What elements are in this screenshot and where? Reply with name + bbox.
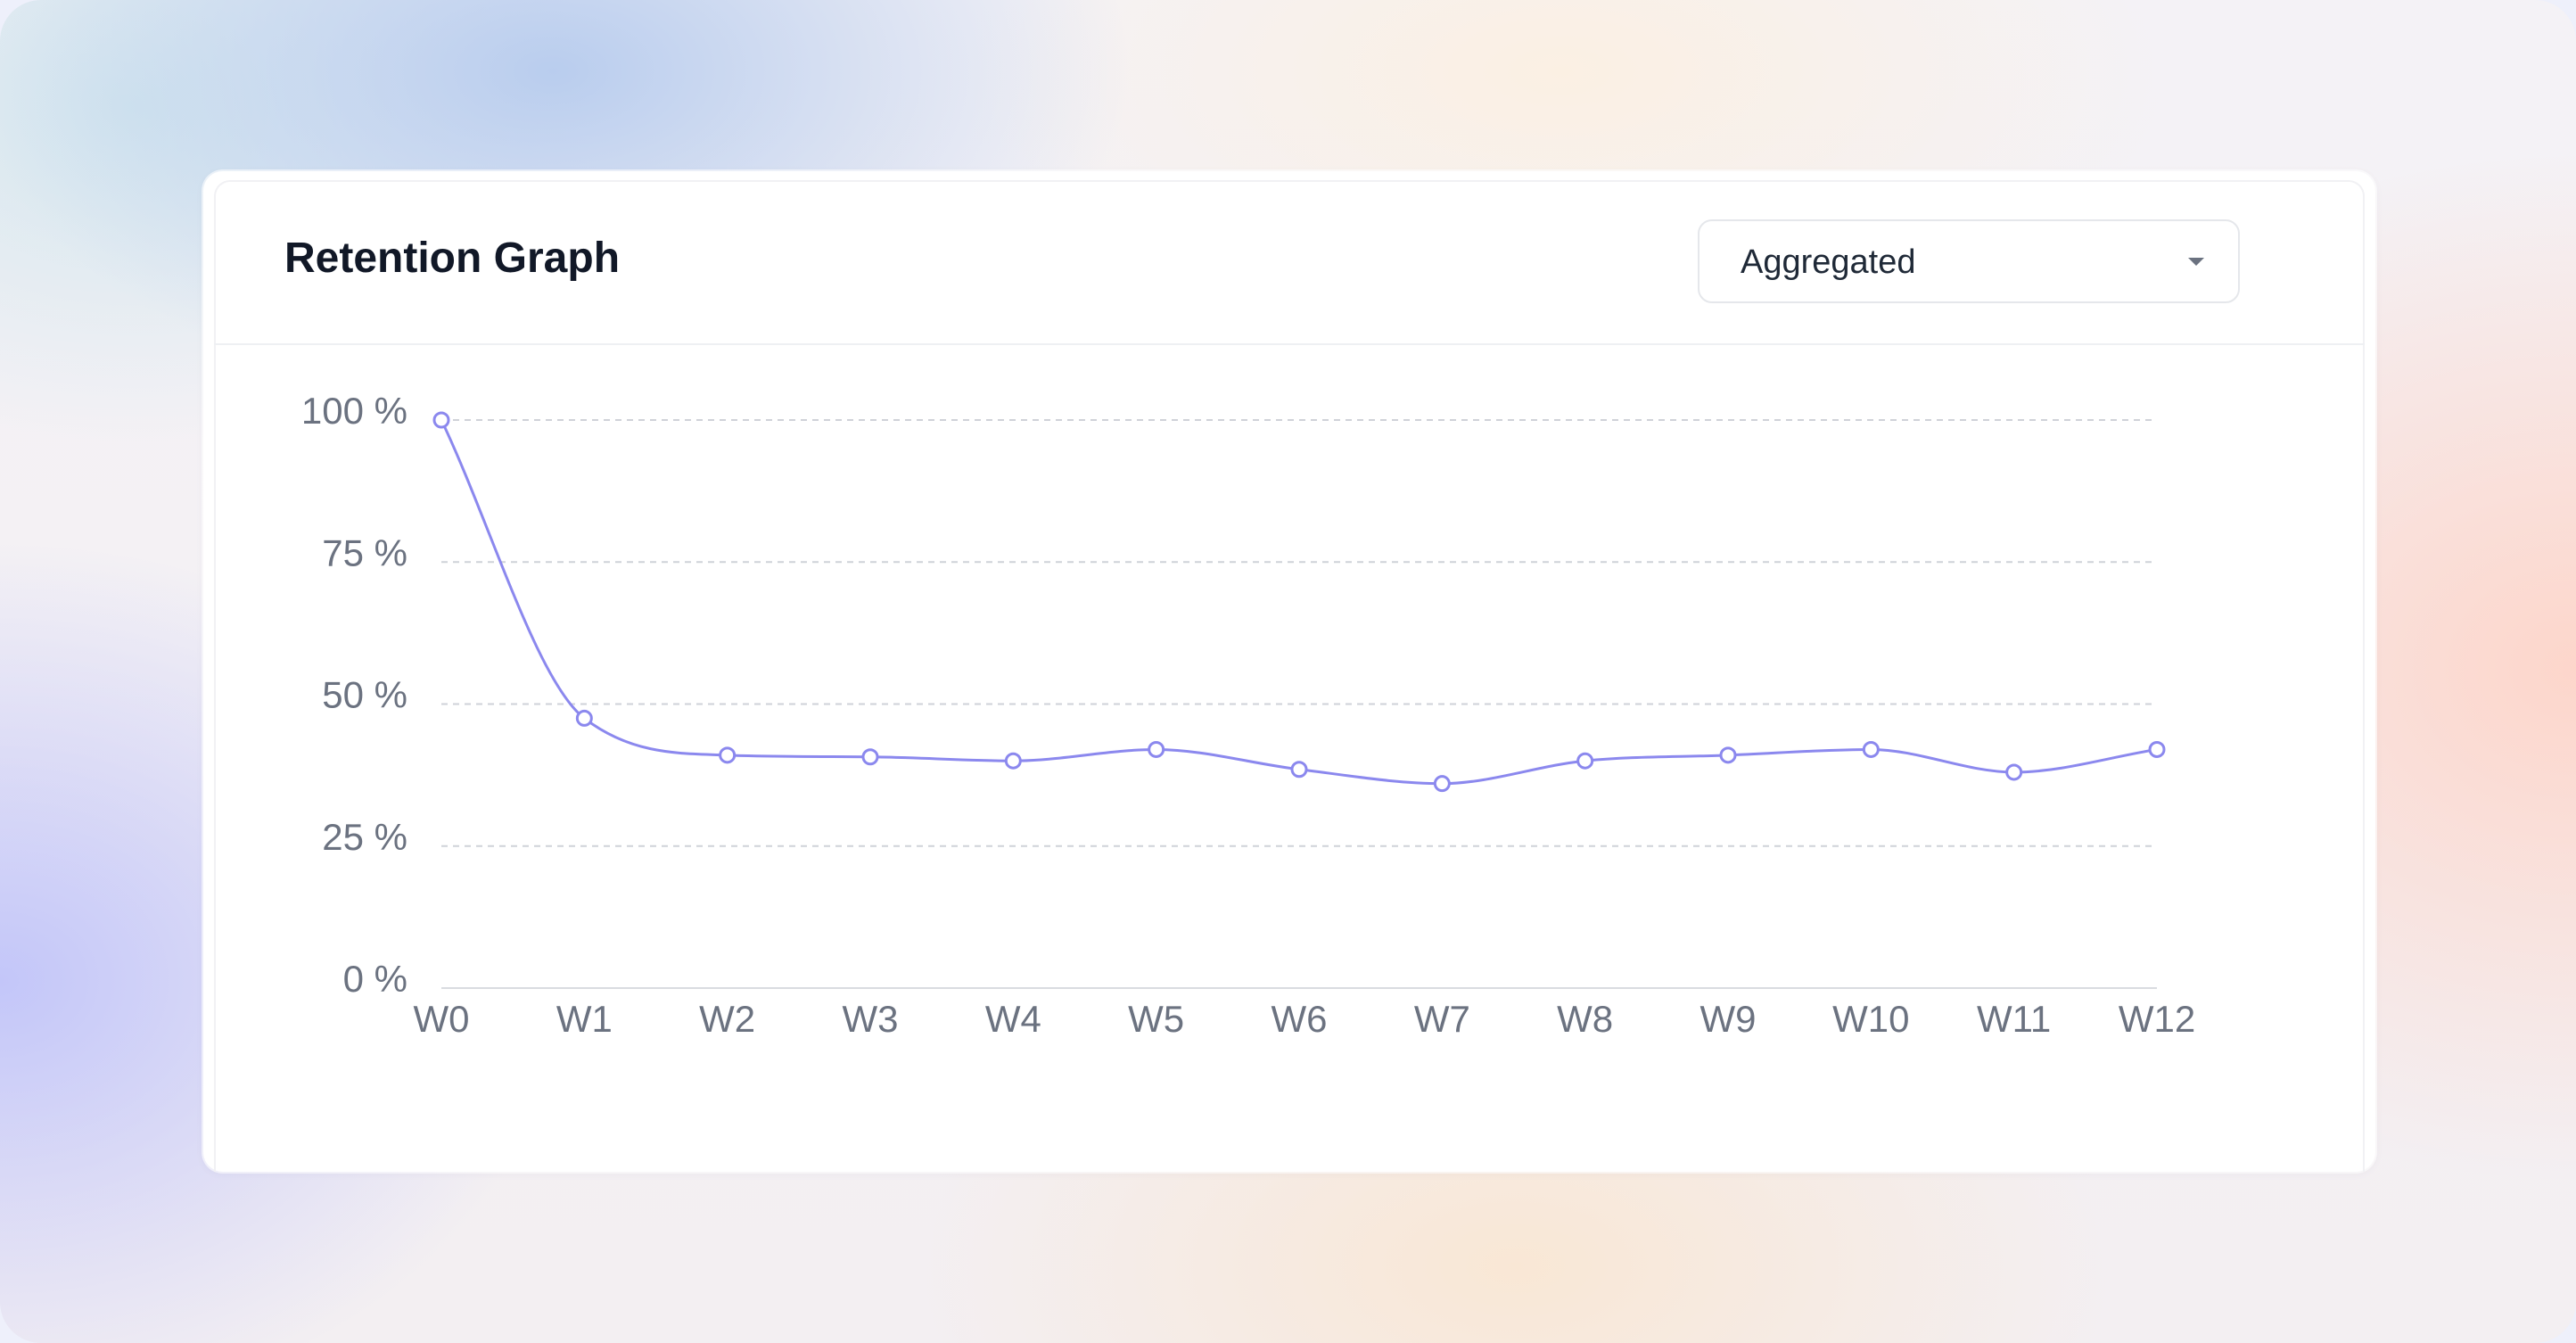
- data-point[interactable]: [1862, 740, 1880, 758]
- data-point[interactable]: [719, 746, 737, 764]
- chevron-down-icon: [2188, 258, 2204, 266]
- data-point[interactable]: [1719, 746, 1737, 764]
- card-title: Retention Graph: [284, 235, 621, 282]
- data-point[interactable]: [1433, 775, 1451, 793]
- data-point[interactable]: [2148, 740, 2166, 758]
- data-point[interactable]: [1290, 761, 1308, 779]
- header-divider: [214, 343, 2365, 345]
- data-point[interactable]: [861, 748, 879, 766]
- retention-card: Retention Graph Aggregated: [203, 171, 2375, 1172]
- data-point[interactable]: [575, 709, 593, 727]
- view-select-value: Aggregated: [1741, 243, 1916, 281]
- card-header: Retention Graph Aggregated: [203, 171, 2375, 344]
- data-point[interactable]: [1148, 740, 1165, 758]
- data-point[interactable]: [432, 411, 450, 429]
- view-select[interactable]: Aggregated: [1698, 219, 2240, 303]
- data-point[interactable]: [1004, 752, 1022, 770]
- data-point[interactable]: [2005, 763, 2023, 781]
- data-point[interactable]: [1576, 752, 1594, 770]
